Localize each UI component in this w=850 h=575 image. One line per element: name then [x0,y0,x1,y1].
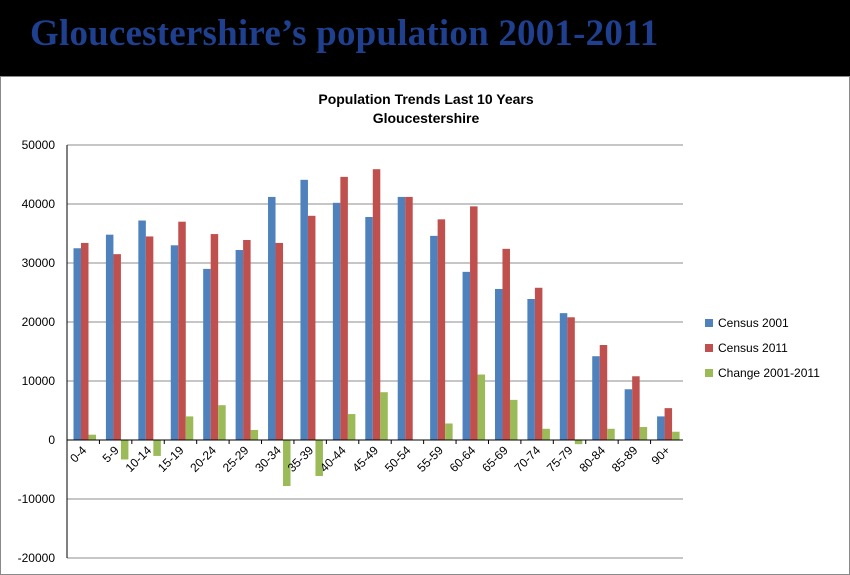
y-axis-ticks: 50000 40000 30000 20000 10000 0 -10000 -20000 [18,138,56,565]
bar [574,440,583,445]
bar [81,242,89,440]
y-tick-label: -20000 [18,551,56,565]
bar [672,431,680,440]
y-tick-label: 10000 [22,374,56,388]
bar [607,428,615,440]
bar [470,206,478,440]
x-tick-label: 45-49 [350,443,382,475]
bar [203,268,211,440]
bar [365,216,373,440]
bar [73,248,81,440]
chart-title: Population Trends Last 10 Years [318,91,533,107]
bar [268,196,276,440]
legend-label: Census 2001 [718,316,789,330]
legend-swatch [705,369,713,377]
bar [372,169,381,440]
x-tick-label: 75-79 [544,443,576,475]
x-tick-label: 5-9 [100,443,122,465]
bar [332,202,341,440]
x-tick-label: 80-84 [576,443,608,475]
x-tick-label: 0-4 [67,443,89,465]
chart-subtitle: Gloucestershire [373,110,480,126]
x-tick-label: 65-69 [479,443,511,475]
legend-label: Change 2001-2011 [718,366,820,380]
bar [445,423,453,440]
bar [145,236,154,440]
legend-swatch [705,344,713,352]
bar [120,440,129,460]
bars [73,169,680,487]
y-tick-label: -10000 [18,492,56,506]
legend: Census 2001 Census 2011 Change 2001-2011 [705,316,820,380]
bar [437,219,446,440]
y-tick-label: 30000 [22,256,56,270]
bar [315,440,323,476]
x-tick-label: 30-34 [252,443,284,475]
y-tick-label: 50000 [22,138,56,152]
bar [235,250,244,440]
bar [307,215,316,440]
bar [542,428,550,440]
legend-label: Census 2011 [718,341,788,355]
bar [113,254,121,440]
bar [178,221,186,440]
x-tick-label: 55-59 [414,443,446,475]
bar [592,356,600,440]
bar [624,389,633,440]
bar [527,298,535,440]
bar [88,434,96,440]
bar [138,220,146,440]
x-tick-label: 90+ [649,443,673,467]
bar [477,374,486,440]
x-tick-label: 20-24 [187,443,219,475]
bar [657,416,665,440]
bar [502,248,510,440]
bar [534,287,543,440]
y-tick-label: 40000 [22,197,56,211]
bar [347,414,356,440]
bar [430,235,438,440]
x-tick-label: 50-54 [382,443,414,475]
legend-swatch [705,319,713,327]
bar [559,313,568,440]
bar [632,376,640,440]
x-tick-label: 60-64 [447,443,479,475]
bar [218,405,226,440]
x-tick-label: 70-74 [512,443,544,475]
bar [170,245,179,440]
bar [275,242,284,440]
bar [599,345,608,440]
chart-panel: Population Trends Last 10 Years Gloucest… [0,76,850,575]
bar [509,399,518,440]
slide-title: Gloucestershire’s population 2001-2011 [30,13,659,54]
bar [567,317,575,440]
bar [243,239,251,440]
bar [250,429,259,440]
population-chart: Population Trends Last 10 Years Gloucest… [18,91,821,565]
bar [283,440,291,487]
bar [397,196,406,440]
x-tick-label: 85-89 [609,443,641,475]
bar [639,427,648,440]
bar [185,416,194,440]
axes [66,145,683,558]
bar [664,408,673,440]
bar [494,288,503,440]
bar [405,196,413,440]
bar [462,271,471,440]
y-tick-label: 0 [48,433,55,447]
bar [153,440,161,456]
bar [380,392,388,440]
x-tick-label: 25-29 [220,443,252,475]
bar [300,179,308,440]
bar [105,234,114,440]
y-tick-label: 20000 [22,315,56,329]
bar [340,176,348,441]
bar [210,234,219,440]
